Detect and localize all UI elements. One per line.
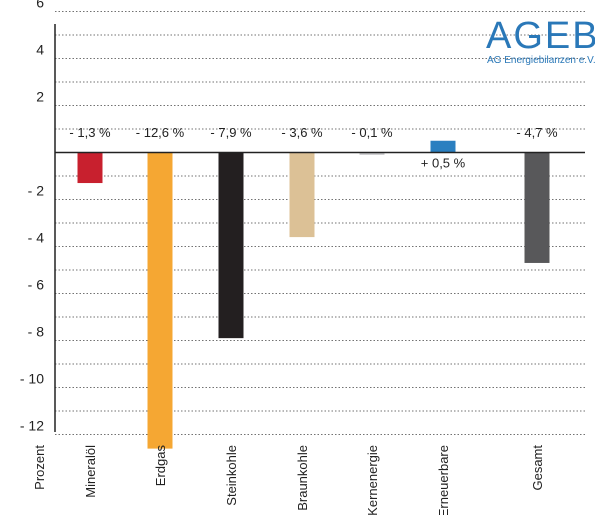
bar (218, 152, 244, 339)
data-label: - 0,1 % (351, 125, 393, 140)
y-tick-label: 4 (36, 42, 44, 58)
y-axis-label: Prozent (32, 445, 47, 490)
data-label: - 1,3 % (69, 125, 111, 140)
grid-lines (55, 11, 585, 435)
category-label: Erdgas (153, 445, 168, 487)
logo-name: AGEB (486, 15, 595, 57)
data-label: - 7,9 % (210, 125, 252, 140)
category-label: Kernenergie (365, 445, 380, 515)
data-label: - 12,6 % (136, 125, 185, 140)
bar (524, 152, 550, 263)
y-tick-label: - 12 (20, 418, 44, 434)
y-tick-label: 2 (36, 89, 44, 105)
y-tick-label: - 2 (28, 183, 45, 199)
y-tick-label: - 6 (28, 277, 45, 293)
bars (77, 140, 550, 449)
data-label: - 4,7 % (516, 125, 558, 140)
y-tick-label: - 8 (28, 324, 45, 340)
y-tick-labels: 6 4 2 - 2 - 4 - 6 - 8 - 10 - 12 (20, 0, 44, 434)
y-tick-label: 6 (36, 0, 44, 11)
y-tick-label: - 10 (20, 371, 44, 387)
category-label: Mineralöl (83, 445, 98, 498)
data-label: + 0,5 % (421, 156, 466, 171)
bar (289, 152, 315, 238)
y-tick-label: - 4 (28, 230, 45, 246)
bar (147, 152, 173, 449)
bar (430, 140, 456, 153)
ageb-logo: AGEB AG Energiebilanzen e.V. (486, 15, 595, 66)
category-label: Gesamt (530, 445, 545, 491)
data-label: - 3,6 % (281, 125, 323, 140)
category-label: Steinkohle (224, 445, 239, 506)
bar (359, 152, 385, 155)
category-labels: Mineralöl Erdgas Steinkohle Braunkohle Kerne… (83, 445, 545, 515)
bar (77, 152, 103, 184)
category-label: Braunkohle (295, 445, 310, 511)
category-label: Erneuerbare (436, 445, 451, 515)
logo-subtitle: AG Energiebilanzen e.V. (487, 55, 595, 66)
data-labels: - 1,3 % - 12,6 % - 7,9 % - 3,6 % - 0,1 % + 0,… (69, 125, 558, 171)
